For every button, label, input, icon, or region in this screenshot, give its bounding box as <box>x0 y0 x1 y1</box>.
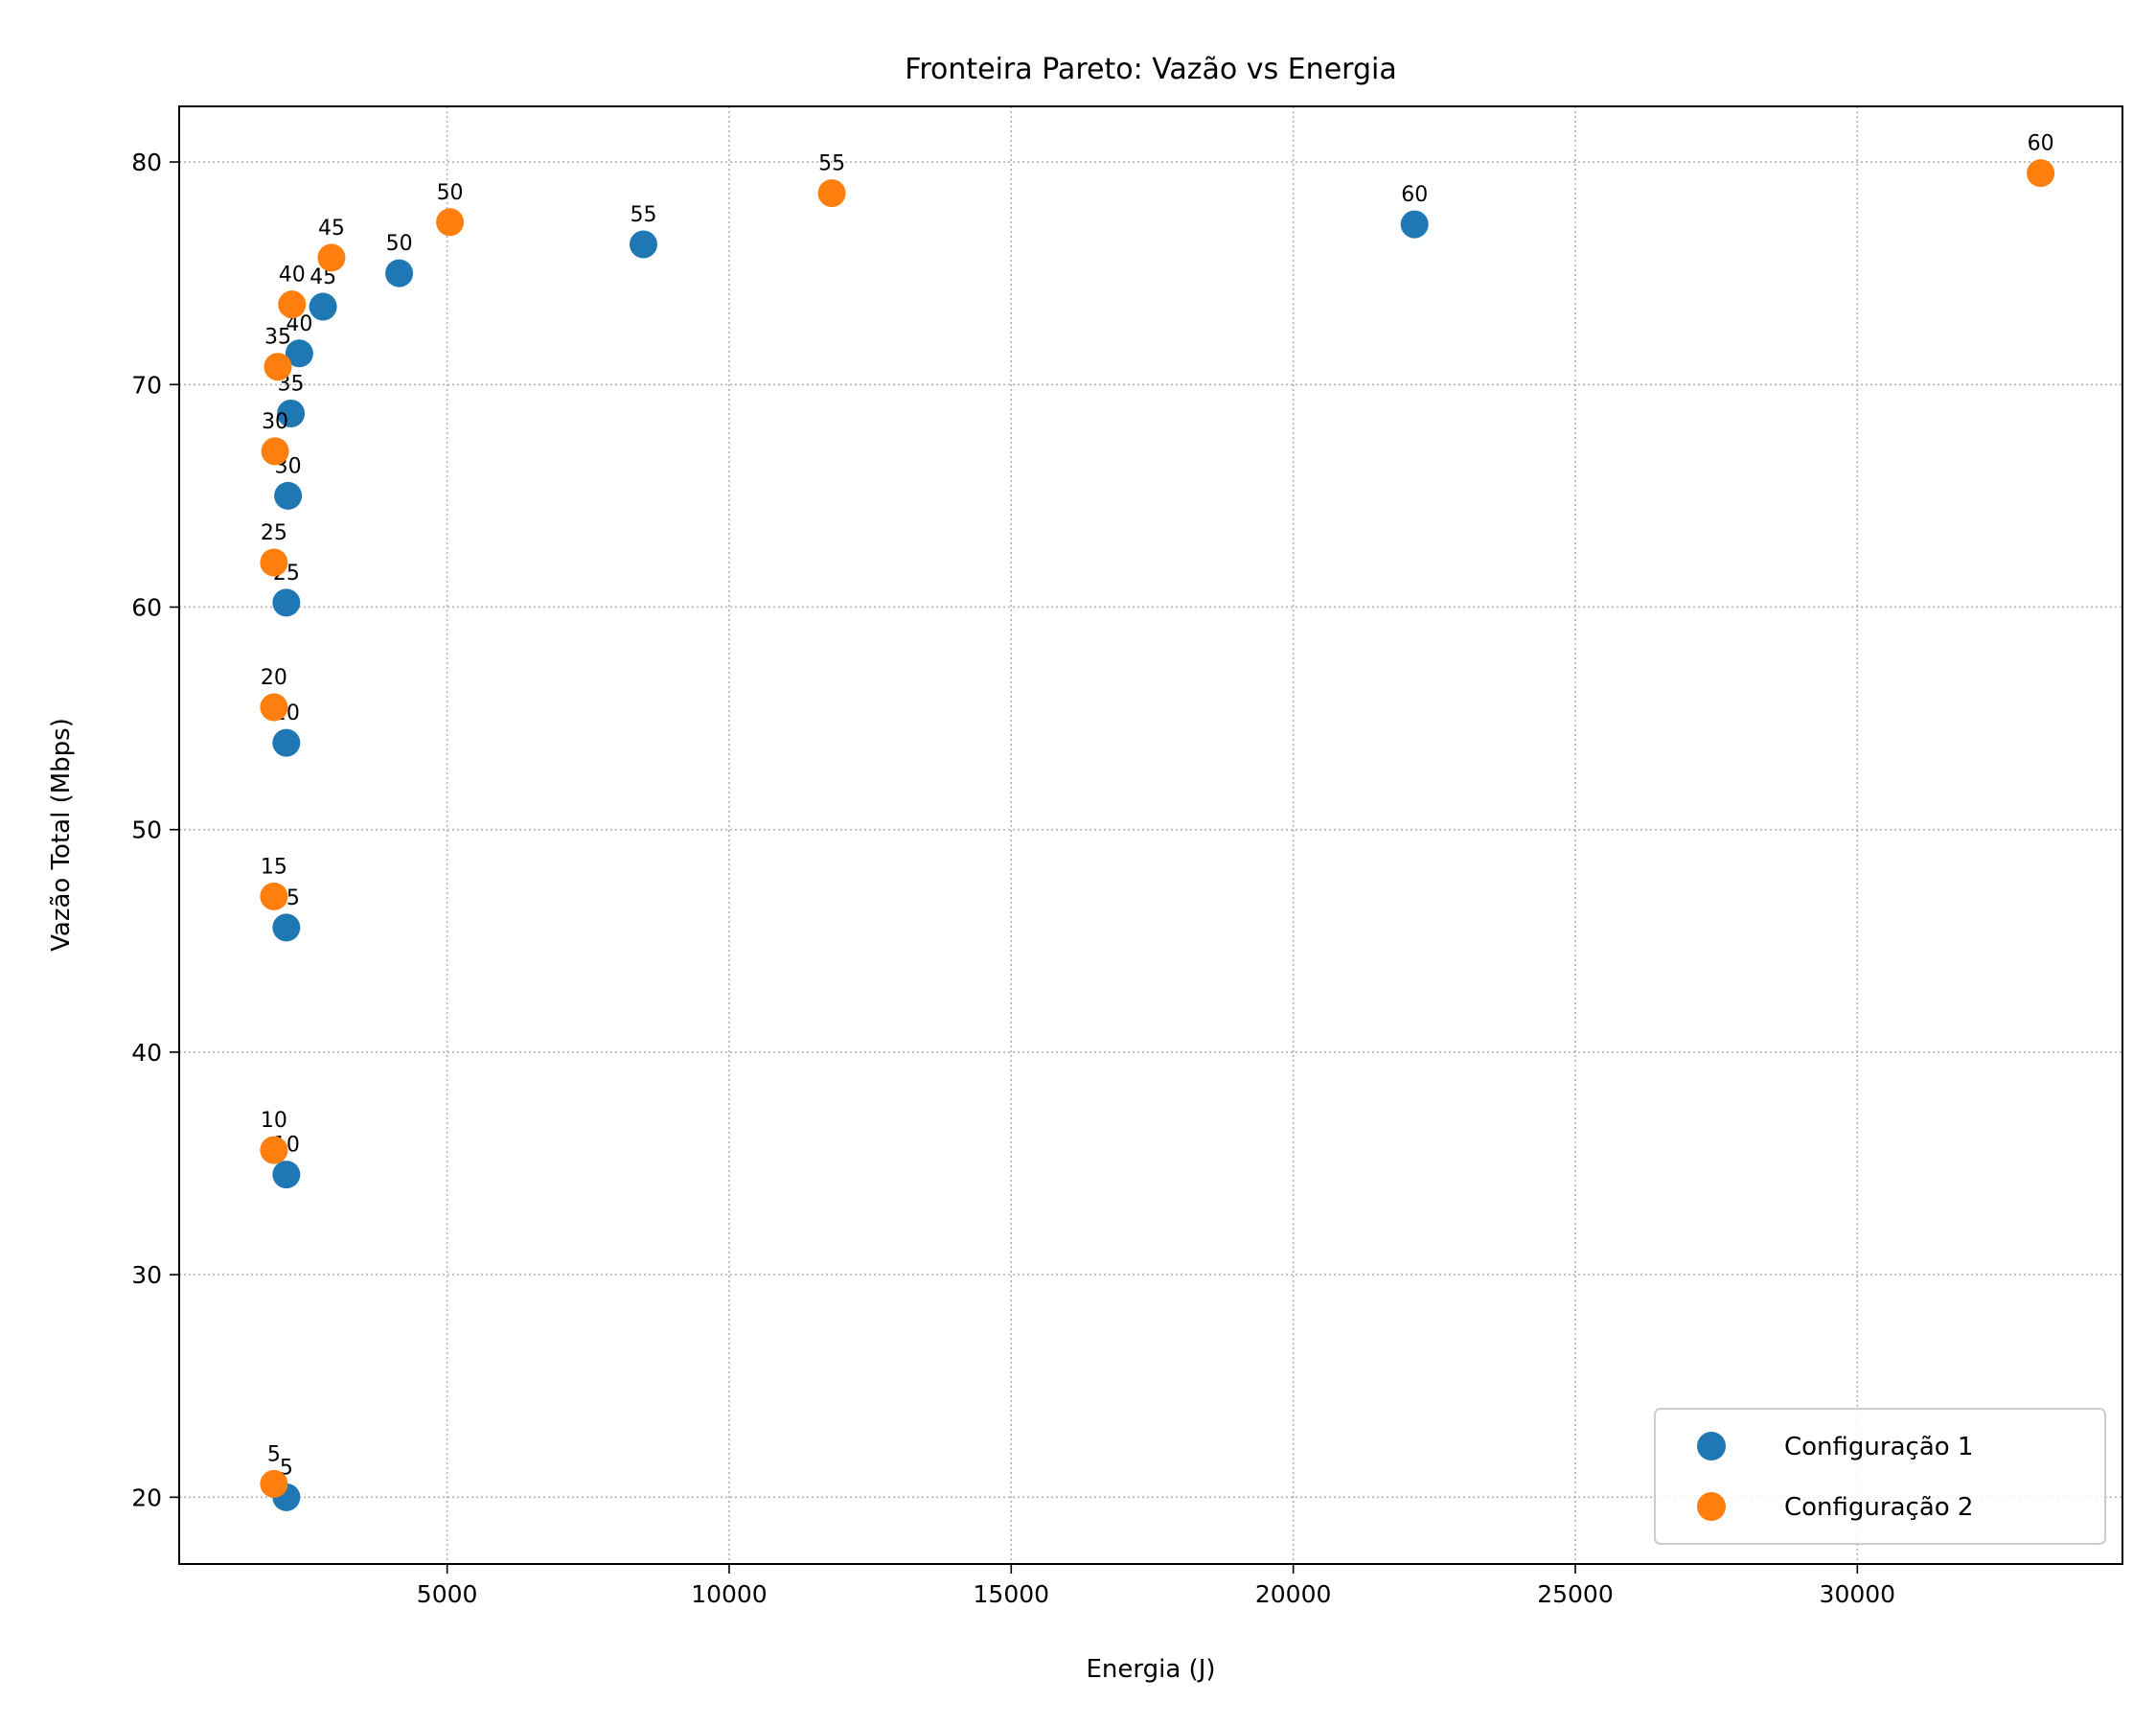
data-point-series-1 <box>272 728 301 757</box>
data-point-label: 60 <box>2028 132 2054 156</box>
x-tick-label: 15000 <box>974 1580 1050 1608</box>
data-point-series-2 <box>817 179 846 208</box>
data-point-series-1 <box>272 1161 301 1189</box>
data-point-series-1 <box>274 481 303 510</box>
data-point-series-2 <box>2027 159 2055 188</box>
data-point-series-2 <box>264 353 292 381</box>
x-tick-label: 30000 <box>1820 1580 1896 1608</box>
data-point-label: 45 <box>318 217 345 241</box>
legend-marker-configuracao-2 <box>1697 1492 1726 1521</box>
data-point-series-1 <box>285 339 313 368</box>
data-point-label: 35 <box>264 326 291 350</box>
data-point-series-2 <box>436 208 465 237</box>
legend: Configuração 1 Configuração 2 <box>1654 1408 2106 1545</box>
points-layer: 5101520253035404550556051015202530354045… <box>260 132 2055 1511</box>
legend-box <box>1654 1408 2106 1545</box>
data-point-label: 50 <box>386 232 413 256</box>
y-tick-label: 70 <box>131 371 162 399</box>
y-tick-label: 30 <box>131 1261 162 1289</box>
data-point-label: 50 <box>437 181 464 205</box>
data-point-label: 15 <box>261 855 287 879</box>
data-point-label: 10 <box>261 1109 287 1133</box>
data-point-series-1 <box>272 588 301 617</box>
data-point-label: 55 <box>818 152 845 176</box>
data-point-label: 55 <box>630 203 656 227</box>
y-tick-label: 50 <box>131 816 162 844</box>
x-tick-label: 10000 <box>691 1580 768 1608</box>
data-point-series-1 <box>309 292 337 321</box>
data-point-label: 30 <box>262 410 288 434</box>
data-point-series-2 <box>260 693 288 722</box>
data-point-series-2 <box>261 437 289 466</box>
data-point-series-1 <box>1400 210 1429 239</box>
x-tick-label: 20000 <box>1255 1580 1332 1608</box>
legend-label-configuracao-1: Configuração 1 <box>1784 1433 1973 1461</box>
data-point-series-2 <box>317 243 346 272</box>
x-axis-label: Energia (J) <box>1086 1655 1215 1684</box>
y-tick-label: 80 <box>131 149 162 176</box>
data-point-series-1 <box>629 230 657 259</box>
plot-area-frame <box>178 105 2123 1565</box>
data-point-label: 25 <box>261 521 287 545</box>
data-point-label: 5 <box>267 1442 281 1466</box>
legend-label-configuracao-2: Configuração 2 <box>1784 1493 1973 1522</box>
x-tick-label: 5000 <box>417 1580 478 1608</box>
chart-title: Fronteira Pareto: Vazão vs Energia <box>905 53 1396 86</box>
y-tick-label: 60 <box>131 593 162 621</box>
data-point-series-2 <box>260 548 288 577</box>
data-point-series-2 <box>260 1469 288 1498</box>
x-tick-label: 25000 <box>1537 1580 1614 1608</box>
data-point-series-1 <box>385 259 414 288</box>
legend-marker-configuracao-1 <box>1697 1432 1726 1460</box>
y-tick-label: 40 <box>131 1039 162 1067</box>
data-point-series-1 <box>277 399 306 427</box>
data-point-series-2 <box>260 882 288 910</box>
data-point-label: 20 <box>261 666 287 690</box>
ticks-layer: 5000 10000 15000 20000 25000 30000 20 30 40 50 60 7… <box>131 149 1895 1608</box>
y-tick-label: 20 <box>131 1484 162 1511</box>
y-axis-label: Vazão Total (Mbps) <box>47 718 76 952</box>
data-point-label: 40 <box>279 264 306 288</box>
data-point-series-2 <box>260 1136 288 1164</box>
data-point-label: 60 <box>1401 183 1428 207</box>
data-point-series-2 <box>278 290 307 319</box>
data-point-series-1 <box>272 913 301 942</box>
